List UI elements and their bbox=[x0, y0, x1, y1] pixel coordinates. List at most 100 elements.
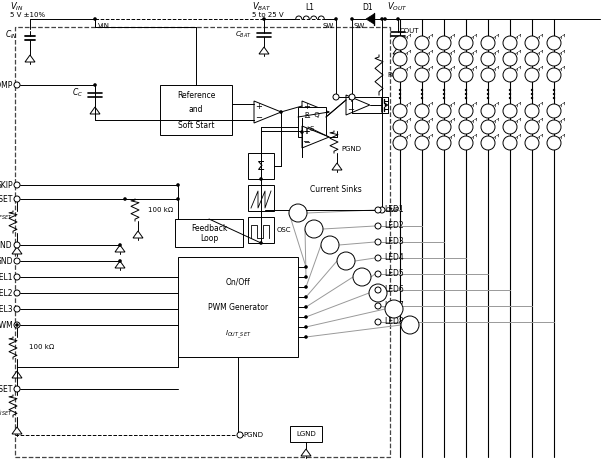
Polygon shape bbox=[12, 247, 22, 254]
Polygon shape bbox=[332, 163, 342, 170]
Circle shape bbox=[305, 220, 323, 238]
Circle shape bbox=[93, 17, 97, 21]
Text: COUT: COUT bbox=[400, 28, 420, 34]
Circle shape bbox=[415, 36, 429, 50]
Text: LGND: LGND bbox=[296, 431, 316, 437]
Polygon shape bbox=[259, 47, 269, 54]
Circle shape bbox=[14, 274, 20, 280]
Circle shape bbox=[509, 97, 511, 99]
Circle shape bbox=[459, 120, 473, 134]
Text: OSC: OSC bbox=[277, 227, 292, 233]
Circle shape bbox=[393, 136, 407, 150]
Text: SEL2: SEL2 bbox=[0, 288, 13, 297]
Text: $V_{IN}$: $V_{IN}$ bbox=[10, 1, 24, 13]
Polygon shape bbox=[115, 245, 125, 252]
Text: PGND: PGND bbox=[341, 146, 361, 152]
Circle shape bbox=[525, 36, 539, 50]
Text: ISET: ISET bbox=[0, 384, 13, 393]
Circle shape bbox=[350, 17, 354, 21]
Circle shape bbox=[459, 104, 473, 118]
Circle shape bbox=[375, 271, 381, 277]
Text: PWM Generator: PWM Generator bbox=[208, 303, 268, 312]
Text: SEL1: SEL1 bbox=[0, 273, 13, 282]
Polygon shape bbox=[254, 101, 281, 123]
Text: Feedback: Feedback bbox=[191, 224, 227, 233]
Circle shape bbox=[399, 97, 401, 99]
Polygon shape bbox=[346, 95, 370, 115]
Text: SW: SW bbox=[354, 23, 365, 29]
Circle shape bbox=[176, 197, 180, 201]
Circle shape bbox=[503, 68, 517, 82]
Circle shape bbox=[487, 97, 489, 99]
Circle shape bbox=[14, 322, 20, 328]
Circle shape bbox=[259, 241, 263, 245]
Text: Loop: Loop bbox=[200, 234, 218, 243]
Text: $R_{ISET}$: $R_{ISET}$ bbox=[0, 408, 13, 418]
Circle shape bbox=[465, 97, 467, 99]
Circle shape bbox=[304, 305, 308, 309]
Text: +: + bbox=[347, 95, 355, 104]
Circle shape bbox=[465, 89, 467, 91]
Text: LED4: LED4 bbox=[384, 254, 403, 263]
Text: D1: D1 bbox=[362, 2, 373, 11]
Circle shape bbox=[259, 177, 263, 181]
Text: On/Off: On/Off bbox=[226, 277, 251, 286]
Text: −: − bbox=[255, 113, 263, 122]
Circle shape bbox=[481, 36, 495, 50]
Circle shape bbox=[503, 120, 517, 134]
Circle shape bbox=[531, 97, 533, 99]
Circle shape bbox=[443, 89, 445, 91]
Text: VIN: VIN bbox=[98, 23, 110, 29]
Circle shape bbox=[375, 319, 381, 325]
Circle shape bbox=[93, 83, 97, 87]
Bar bbox=[298, 107, 326, 137]
Polygon shape bbox=[385, 103, 388, 107]
Text: $V_{BAT}$: $V_{BAT}$ bbox=[252, 1, 272, 13]
Circle shape bbox=[375, 303, 381, 309]
Text: Soft Start: Soft Start bbox=[178, 121, 214, 130]
Text: R  Q: R Q bbox=[304, 112, 320, 118]
Circle shape bbox=[459, 136, 473, 150]
Circle shape bbox=[421, 97, 423, 99]
Polygon shape bbox=[393, 47, 403, 54]
Circle shape bbox=[321, 236, 339, 254]
Circle shape bbox=[415, 52, 429, 66]
Text: $C_{BAT}$: $C_{BAT}$ bbox=[235, 30, 252, 40]
Circle shape bbox=[333, 94, 339, 100]
Text: −: − bbox=[347, 105, 355, 114]
Text: ROVP: ROVP bbox=[387, 72, 406, 78]
Circle shape bbox=[481, 120, 495, 134]
Text: LED8: LED8 bbox=[384, 317, 403, 326]
Circle shape bbox=[553, 97, 555, 99]
Circle shape bbox=[304, 285, 308, 289]
Circle shape bbox=[399, 93, 401, 95]
Text: SEL3: SEL3 bbox=[0, 304, 13, 314]
Bar bbox=[248, 217, 274, 243]
Circle shape bbox=[279, 110, 283, 114]
Circle shape bbox=[14, 290, 20, 296]
Circle shape bbox=[385, 300, 403, 318]
Circle shape bbox=[375, 287, 381, 293]
Circle shape bbox=[503, 136, 517, 150]
Text: 5 to 25 V: 5 to 25 V bbox=[252, 12, 284, 18]
Text: −: − bbox=[303, 137, 309, 146]
Circle shape bbox=[14, 258, 20, 264]
Circle shape bbox=[525, 120, 539, 134]
Circle shape bbox=[393, 68, 407, 82]
Circle shape bbox=[437, 68, 451, 82]
Text: $C_C$: $C_C$ bbox=[72, 87, 83, 99]
Circle shape bbox=[503, 52, 517, 66]
Polygon shape bbox=[366, 14, 374, 24]
Text: LED6: LED6 bbox=[384, 285, 403, 294]
Bar bbox=[15, 27, 390, 457]
Circle shape bbox=[415, 120, 429, 134]
Text: 5 V ±10%: 5 V ±10% bbox=[10, 12, 45, 18]
Text: and: and bbox=[188, 105, 204, 114]
Circle shape bbox=[547, 104, 561, 118]
Circle shape bbox=[304, 295, 308, 299]
Polygon shape bbox=[301, 449, 311, 456]
Polygon shape bbox=[133, 231, 143, 238]
Text: LED3: LED3 bbox=[384, 238, 403, 247]
Circle shape bbox=[14, 242, 20, 248]
Text: S: S bbox=[310, 126, 314, 132]
